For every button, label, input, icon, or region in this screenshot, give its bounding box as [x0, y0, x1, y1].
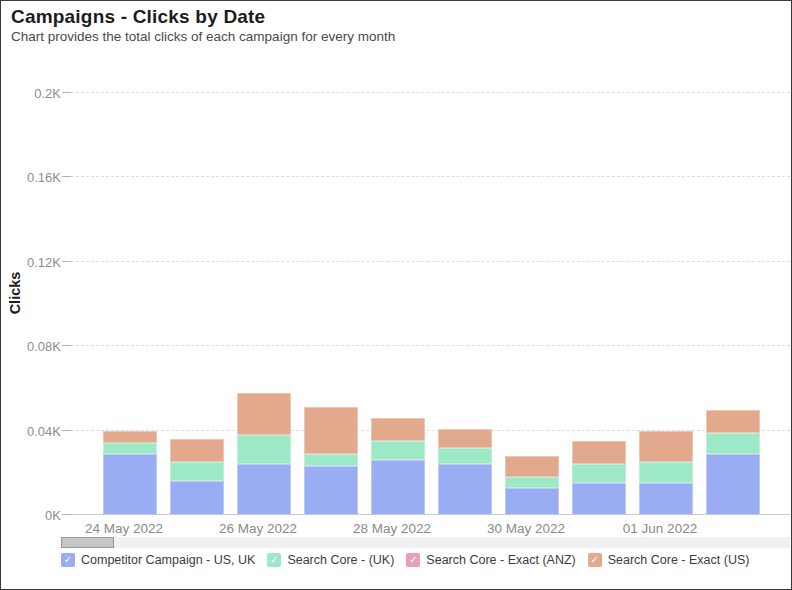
bar-25-may-2022	[170, 439, 224, 515]
bar-segment-search-core-uk[interactable]	[505, 477, 559, 488]
y-tick-label: 0.08K	[0, 339, 61, 354]
y-axis-tickmark	[62, 92, 71, 93]
bar-segment-search-core-uk[interactable]	[170, 462, 224, 481]
y-axis-tickmark	[62, 430, 71, 431]
bar-29-may-2022	[438, 429, 492, 515]
bar-segment-search-core-exact-us[interactable]	[304, 407, 358, 453]
bar-segment-competitor-campaign-us-uk[interactable]	[572, 483, 626, 515]
bar-28-may-2022	[371, 418, 425, 515]
legend-label: Search Core - Exact (ANZ)	[426, 553, 575, 567]
bar-01-jun-2022	[639, 431, 693, 515]
bar-segment-competitor-campaign-us-uk[interactable]	[103, 454, 157, 515]
legend-item-search-core-exact-us[interactable]: ✓ Search Core - Exact (US)	[588, 553, 750, 567]
x-tick-label: 24 May 2022	[85, 521, 163, 536]
bar-segment-competitor-campaign-us-uk[interactable]	[706, 454, 760, 515]
bar-segment-search-core-exact-us[interactable]	[505, 456, 559, 477]
bar-segment-competitor-campaign-us-uk[interactable]	[170, 481, 224, 515]
x-tick-label: 01 Jun 2022	[623, 521, 697, 536]
legend-item-competitor-campaign-us-uk[interactable]: ✓ Competitor Campaign - US, UK	[61, 553, 255, 567]
y-axis-tickmark	[62, 345, 71, 346]
bar-segment-search-core-uk[interactable]	[572, 464, 626, 483]
plot-area: 0K0.04K0.08K0.12K0.16K0.2K24 May 202226 …	[71, 71, 790, 515]
bar-26-may-2022	[237, 393, 291, 515]
bar-segment-search-core-uk[interactable]	[706, 433, 760, 454]
bar-segment-competitor-campaign-us-uk[interactable]	[438, 464, 492, 515]
y-axis-tickmark	[62, 176, 71, 177]
bar-30-may-2022	[505, 456, 559, 515]
bar-segment-search-core-exact-us[interactable]	[572, 441, 626, 464]
bar-segment-competitor-campaign-us-uk[interactable]	[639, 483, 693, 515]
y-tick-label: 0.12K	[0, 254, 61, 269]
y-axis-title: Clicks	[7, 272, 23, 315]
legend-checkbox-icon[interactable]: ✓	[588, 553, 602, 567]
scrollbar-thumb[interactable]	[61, 537, 114, 548]
bar-segment-search-core-uk[interactable]	[438, 448, 492, 465]
bar-segment-competitor-campaign-us-uk[interactable]	[505, 488, 559, 515]
bar-segment-search-core-exact-us[interactable]	[371, 418, 425, 441]
bar-segment-search-core-exact-us[interactable]	[237, 393, 291, 435]
bar-segment-competitor-campaign-us-uk[interactable]	[237, 464, 291, 515]
legend-label: Competitor Campaign - US, UK	[81, 553, 255, 567]
legend-label: Search Core - (UK)	[287, 553, 394, 567]
bar-segment-search-core-exact-us[interactable]	[706, 410, 760, 433]
bar-31-may-2022	[572, 441, 626, 515]
bar-segment-search-core-uk[interactable]	[639, 462, 693, 483]
x-tick-label: 30 May 2022	[487, 521, 565, 536]
campaigns-clicks-chart-widget: Campaigns - Clicks by Date Chart provide…	[0, 0, 792, 590]
legend-checkbox-icon[interactable]: ✓	[61, 553, 75, 567]
y-axis-tickmark	[62, 261, 71, 262]
legend-item-search-core-uk[interactable]: ✓ Search Core - (UK)	[267, 553, 394, 567]
gridline-0.2K	[71, 92, 790, 93]
horizontal-scrollbar[interactable]	[61, 537, 790, 548]
gridline-0.12K	[71, 261, 790, 262]
bar-02-jun-2022	[706, 410, 760, 515]
y-tick-label: 0.04K	[0, 423, 61, 438]
legend-checkbox-icon[interactable]: ✓	[267, 553, 281, 567]
y-tick-label: 0.16K	[0, 170, 61, 185]
chart-legend: ✓ Competitor Campaign - US, UK ✓ Search Cor…	[61, 553, 783, 567]
gridline-0.08K	[71, 345, 790, 346]
bar-segment-search-core-uk[interactable]	[371, 441, 425, 460]
bar-segment-search-core-uk[interactable]	[237, 435, 291, 465]
y-tick-label: 0K	[0, 508, 61, 523]
y-axis-tickmark	[62, 514, 71, 515]
legend-item-search-core-exact-anz[interactable]: ✓ Search Core - Exact (ANZ)	[406, 553, 575, 567]
bar-segment-search-core-uk[interactable]	[103, 443, 157, 454]
bar-segment-search-core-exact-us[interactable]	[639, 431, 693, 463]
bar-segment-search-core-exact-us[interactable]	[438, 429, 492, 448]
bar-segment-search-core-exact-us[interactable]	[170, 439, 224, 462]
bar-24-may-2022	[103, 431, 157, 515]
legend-checkbox-icon[interactable]: ✓	[406, 553, 420, 567]
page-title: Campaigns - Clicks by Date	[11, 6, 265, 28]
x-tick-label: 26 May 2022	[219, 521, 297, 536]
page-subtitle: Chart provides the total clicks of each …	[11, 29, 395, 44]
bar-segment-search-core-uk[interactable]	[304, 454, 358, 467]
bar-27-may-2022	[304, 407, 358, 515]
y-tick-label: 0.2K	[0, 86, 61, 101]
bar-segment-search-core-exact-us[interactable]	[103, 431, 157, 444]
bar-segment-competitor-campaign-us-uk[interactable]	[304, 466, 358, 515]
gridline-0.16K	[71, 176, 790, 177]
legend-label: Search Core - Exact (US)	[608, 553, 750, 567]
bar-segment-competitor-campaign-us-uk[interactable]	[371, 460, 425, 515]
x-tick-label: 28 May 2022	[353, 521, 431, 536]
